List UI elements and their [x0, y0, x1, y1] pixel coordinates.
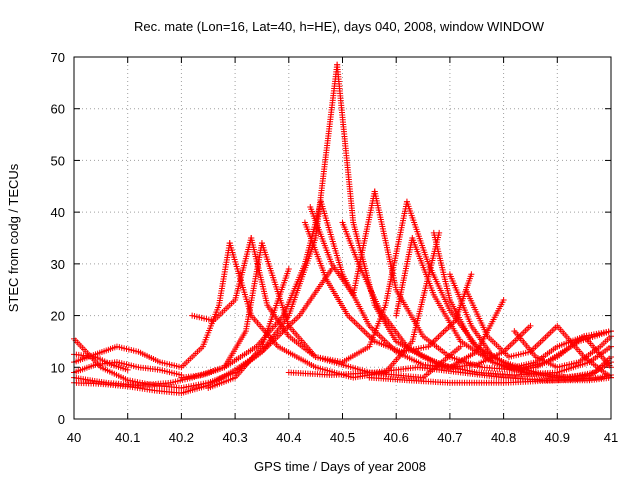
plot-frame [73, 56, 612, 420]
series-sat-v [446, 271, 614, 371]
axes: 40 40.1 40.2 40.3 40.4 40.5 40.6 40.7 40.8 40.9 41… [51, 50, 619, 445]
x-tick-label: 40.8 [491, 430, 516, 445]
data-point [527, 322, 534, 329]
data-point [285, 266, 292, 273]
x-tick-label: 40.1 [115, 430, 140, 445]
series-sat-y [285, 364, 614, 384]
series-sat-g [189, 235, 255, 324]
y-tick-label: 70 [51, 50, 65, 65]
series-sat-d [71, 61, 341, 397]
x-tick-label: 40.5 [330, 430, 355, 445]
y-tick-label: 40 [51, 205, 65, 220]
y-tick-label: 20 [51, 309, 65, 324]
y-tick-label: 50 [51, 153, 65, 168]
series-sat-p [334, 61, 534, 371]
plot-area [71, 61, 614, 397]
series-sat-o [318, 198, 507, 371]
data-point [328, 266, 335, 273]
y-tick-label: 30 [51, 257, 65, 272]
series-sat-k [248, 198, 410, 366]
series-sat-h [178, 240, 265, 381]
x-tick-label: 40.6 [384, 430, 409, 445]
y-tick-label: 0 [58, 412, 65, 427]
series-sat-b [71, 240, 233, 371]
y-tick-label: 60 [51, 102, 65, 117]
chart-title: Rec. mate (Lon=16, Lat=40, h=HE), days 0… [134, 19, 545, 34]
series-sat-w [463, 286, 614, 381]
x-tick-label: 40.9 [545, 430, 570, 445]
series-sat-c [71, 198, 325, 389]
data-point [124, 366, 131, 373]
series-sat-i [205, 266, 292, 391]
data-point [500, 297, 507, 304]
x-tick-label: 40.2 [169, 430, 194, 445]
x-tick-label: 40.4 [276, 430, 301, 445]
data-point [436, 229, 443, 236]
y-axis-title: STEC from codg / TECUs [6, 163, 21, 312]
y-tick-label: 10 [51, 360, 65, 375]
series-sat-z [511, 328, 614, 371]
x-tick-label: 40 [67, 430, 81, 445]
x-tick-label: 40.7 [437, 430, 462, 445]
x-tick-label: 40.3 [222, 430, 247, 445]
data-point [468, 271, 475, 278]
series-sat-m [301, 219, 475, 355]
data-point [457, 343, 464, 350]
grid-lines [74, 57, 611, 419]
x-tick-label: 41 [604, 430, 618, 445]
x-axis-title: GPS time / Days of year 2008 [254, 459, 426, 474]
